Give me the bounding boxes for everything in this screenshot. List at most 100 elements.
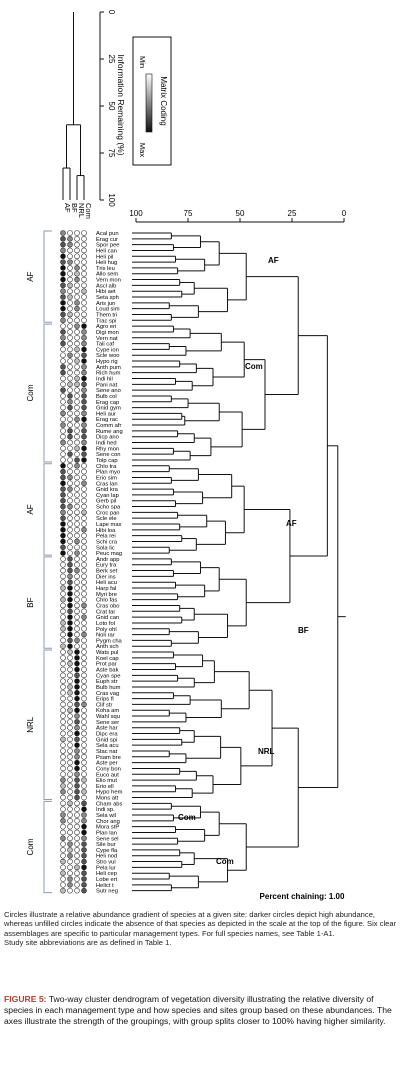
abundance-circle (74, 288, 80, 294)
abundance-circle (74, 230, 80, 236)
abundance-circle (81, 643, 87, 649)
abundance-circle (67, 602, 73, 609)
group-bracket (43, 649, 52, 801)
abundance-circle (81, 754, 87, 760)
abundance-circle (60, 247, 66, 254)
species-label: Indi hil (96, 377, 113, 383)
abundance-circle (74, 707, 80, 714)
abundance-circle (60, 230, 66, 236)
species-label: Euco aut (96, 772, 119, 778)
abundance-circle (81, 864, 87, 871)
abundance-circle (67, 305, 73, 312)
abundance-circle (60, 364, 66, 370)
abundance-circle (74, 422, 80, 428)
abundance-circle (67, 585, 73, 591)
abundance-circle (67, 759, 73, 766)
species-label: Schi cra (96, 539, 118, 545)
abundance-circle (67, 474, 73, 481)
abundance-circle (81, 695, 87, 702)
abundance-circle (67, 754, 73, 760)
abundance-circle (74, 730, 80, 737)
abundance-circle (60, 794, 66, 801)
abundance-circle (67, 276, 73, 283)
abundance-circle (67, 690, 73, 696)
abundance-circle (81, 556, 87, 562)
abundance-circle (74, 311, 80, 318)
species-label: Aste per (96, 761, 118, 767)
abundance-circle (81, 625, 87, 632)
abundance-circle (74, 468, 80, 475)
abundance-circle (67, 608, 73, 615)
abundance-circle (67, 771, 73, 778)
abundance-circle (74, 259, 80, 265)
species-label: Heli cep (96, 871, 117, 877)
abundance-circle (74, 334, 80, 341)
abundance-circle (67, 887, 73, 894)
abundance-circle (81, 241, 87, 248)
abundance-circle (60, 404, 66, 411)
group-bracket (43, 800, 52, 894)
abundance-circle (74, 393, 80, 399)
abundance-circle (81, 876, 87, 882)
abundance-circle (60, 463, 66, 469)
abundance-circle (74, 870, 80, 876)
abundance-circle (67, 241, 73, 248)
abundance-circle (60, 666, 66, 673)
abundance-circle (81, 253, 87, 260)
abundance-circle (81, 422, 87, 428)
abundance-circle (74, 812, 80, 818)
abundance-circle (67, 649, 73, 655)
abundance-circle (74, 457, 80, 463)
abundance-circle (67, 451, 73, 457)
abundance-circle (60, 655, 66, 661)
abundance-circle (60, 340, 66, 347)
figure-caption: FIGURE 5: Two-way cluster dendrogram of … (4, 994, 399, 1026)
abundance-circle (60, 649, 66, 655)
species-label: Cony bon (96, 766, 121, 772)
abundance-circle (60, 783, 66, 789)
group-label: Com (26, 384, 35, 401)
species-label: Wats pul (96, 650, 118, 656)
abundance-circle (60, 422, 66, 428)
species-label: Rich hum (96, 371, 121, 377)
species-label: Elio mut (96, 778, 117, 784)
abundance-circle (74, 631, 80, 638)
abundance-circle (67, 864, 73, 871)
abundance-circle (60, 829, 66, 836)
species-label: Cyan lap (96, 493, 119, 499)
abundance-circle (60, 300, 66, 306)
abundance-circle (67, 259, 73, 265)
abundance-circle (74, 544, 80, 551)
abundance-circle (67, 620, 73, 626)
abundance-circle (60, 596, 66, 603)
abundance-circle (60, 678, 66, 684)
species-label: Wahl squ (96, 714, 120, 720)
species-label: Erag cap (96, 400, 119, 406)
abundance-circle (60, 515, 66, 521)
species-label: Gnid kra (96, 487, 119, 493)
tree-group-label: BF (298, 626, 309, 635)
abundance-circle (67, 236, 73, 242)
caption-label: FIGURE 5: (4, 994, 47, 1004)
info-axis-title: Information Remaining (%) (116, 54, 126, 155)
species-label: Poly ohl (96, 627, 117, 633)
abundance-circle (74, 509, 80, 516)
abundance-circle (74, 346, 80, 353)
species-label: Cype ion (96, 347, 119, 353)
abundance-circle (67, 852, 73, 859)
abundance-circle (74, 375, 80, 382)
abundance-circle (81, 527, 87, 533)
information-remaining-axis: 0 25 50 75 100 Information Remaining (%) (99, 10, 126, 207)
group-label: Com (26, 838, 35, 855)
abundance-circle (74, 567, 80, 574)
abundance-circle (81, 305, 87, 312)
abundance-circle (67, 579, 73, 585)
species-label: Spor pee (96, 243, 120, 249)
species-dendrogram (132, 232, 346, 892)
abundance-circle (60, 806, 66, 812)
species-label: Dicp ano (96, 435, 119, 441)
abundance-circle (74, 887, 80, 894)
abundance-circle (67, 428, 73, 434)
species-label: Stac nat (96, 749, 118, 755)
